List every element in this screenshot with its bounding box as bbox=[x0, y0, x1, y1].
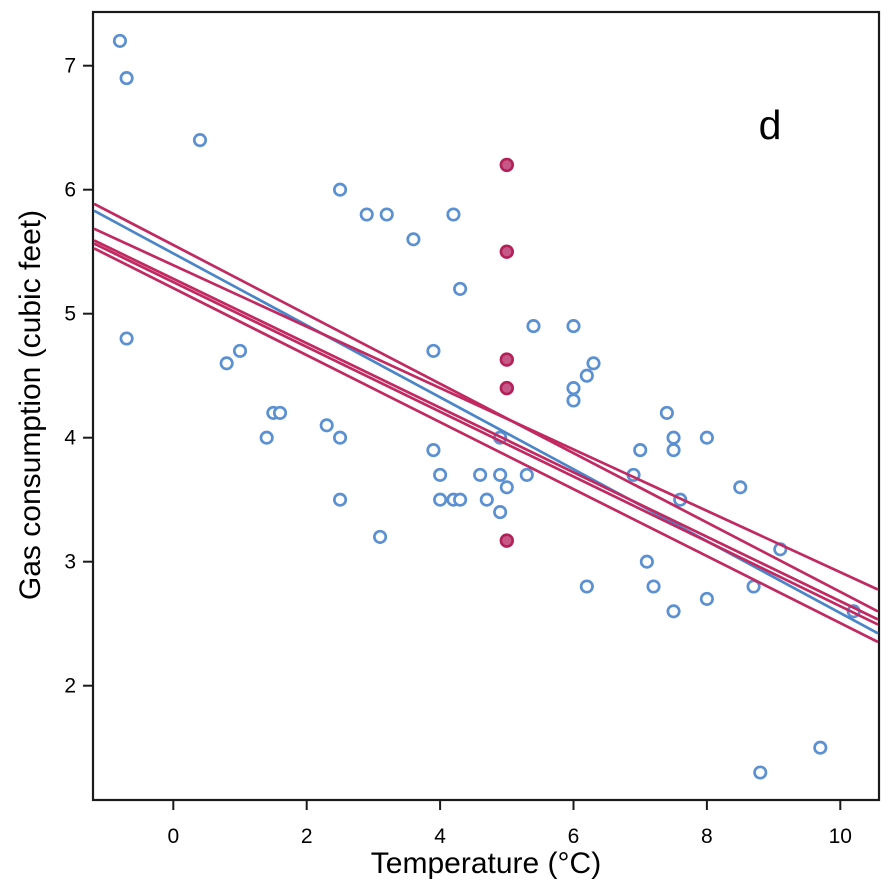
regression-line-fit-with-outlier-2 bbox=[93, 227, 879, 591]
data-point bbox=[646, 579, 661, 594]
y-tick-label: 3 bbox=[64, 551, 76, 574]
y-tick-label: 4 bbox=[64, 427, 76, 450]
data-point bbox=[433, 467, 448, 482]
data-point bbox=[499, 480, 514, 495]
data-point bbox=[666, 430, 681, 445]
regression-line-fit-original bbox=[93, 209, 879, 635]
data-point bbox=[526, 319, 541, 334]
outlier-point bbox=[499, 533, 514, 548]
data-point bbox=[493, 467, 508, 482]
data-point bbox=[586, 356, 601, 371]
data-point bbox=[433, 492, 448, 507]
data-point bbox=[119, 331, 134, 346]
regression-line-fit-with-outlier-3 bbox=[93, 239, 879, 621]
data-point bbox=[566, 393, 581, 408]
data-point bbox=[332, 182, 348, 197]
data-point bbox=[192, 133, 208, 148]
panel-label: d bbox=[758, 102, 782, 148]
outlier-points bbox=[499, 157, 514, 548]
data-point bbox=[406, 232, 421, 247]
data-point bbox=[453, 492, 468, 507]
x-tick-label: 8 bbox=[701, 825, 713, 848]
data-point bbox=[579, 368, 594, 383]
data-point bbox=[566, 319, 581, 334]
data-point bbox=[473, 467, 488, 482]
data-point bbox=[259, 430, 274, 445]
data-point bbox=[666, 443, 681, 458]
data-point bbox=[446, 207, 461, 222]
data-point bbox=[479, 492, 494, 507]
outlier-point bbox=[499, 157, 514, 173]
x-tick-label: 2 bbox=[301, 825, 313, 848]
x-tick-label: 0 bbox=[167, 825, 179, 848]
data-point bbox=[733, 480, 748, 495]
outlier-point bbox=[499, 380, 514, 396]
data-point bbox=[332, 430, 348, 445]
data-point bbox=[373, 529, 388, 544]
data-point bbox=[639, 554, 654, 569]
plot-frame bbox=[91, 10, 881, 802]
data-point bbox=[493, 505, 508, 520]
data-point bbox=[813, 740, 828, 755]
data-point bbox=[426, 343, 441, 358]
x-axis-title: Temperature (°C) bbox=[370, 847, 602, 880]
data-point bbox=[219, 356, 234, 371]
data-point bbox=[359, 207, 374, 222]
y-tick-label: 5 bbox=[64, 303, 76, 326]
data-point bbox=[272, 405, 288, 420]
regression-line-fit-with-outlier-1 bbox=[93, 202, 879, 613]
data-point bbox=[332, 492, 348, 507]
x-tick-label: 6 bbox=[568, 825, 580, 848]
data-point bbox=[319, 418, 334, 433]
data-point bbox=[379, 207, 394, 222]
data-point bbox=[519, 467, 534, 482]
y-tick-label: 6 bbox=[64, 179, 76, 202]
data-point bbox=[453, 281, 468, 296]
data-point bbox=[232, 343, 248, 358]
outlier-point bbox=[499, 244, 514, 259]
data-point bbox=[119, 71, 134, 86]
x-tick-label: 10 bbox=[829, 825, 852, 848]
data-point bbox=[426, 443, 441, 458]
data-point bbox=[112, 33, 127, 48]
data-point bbox=[666, 604, 681, 619]
y-tick-label: 7 bbox=[64, 55, 76, 78]
y-tick-label: 2 bbox=[64, 675, 76, 698]
regression-line-fit-with-outlier-5 bbox=[93, 247, 879, 643]
observed-points bbox=[112, 33, 861, 780]
x-tick-label: 4 bbox=[434, 825, 446, 848]
data-point bbox=[633, 443, 648, 458]
data-point bbox=[566, 381, 581, 396]
regression-line-fit-with-outlier-4 bbox=[93, 242, 879, 626]
y-axis-title: Gas consumption (cubic feet) bbox=[14, 209, 47, 601]
data-point bbox=[659, 405, 674, 420]
data-point bbox=[753, 765, 768, 780]
outlier-point bbox=[499, 352, 514, 367]
data-point bbox=[699, 591, 714, 606]
data-point bbox=[579, 579, 594, 594]
data-point bbox=[699, 430, 714, 445]
